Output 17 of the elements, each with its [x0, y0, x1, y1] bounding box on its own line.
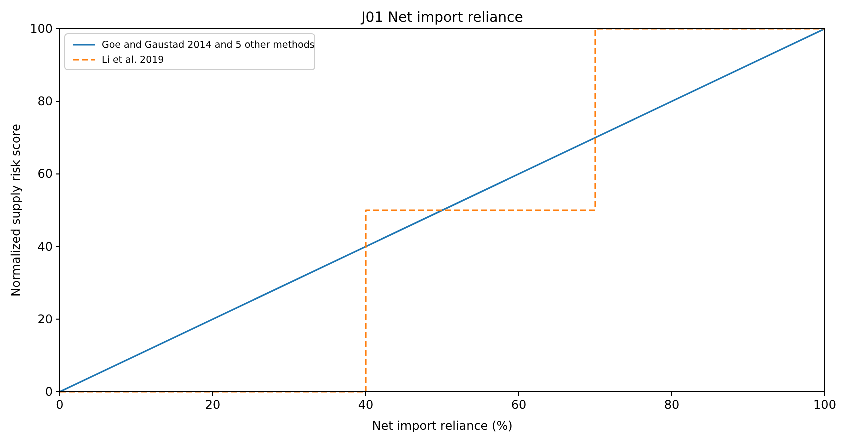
chart-title: J01 Net import reliance — [360, 10, 524, 26]
x-tick-label: 80 — [664, 398, 680, 412]
y-tick-label: 20 — [38, 312, 53, 326]
y-tick-label: 80 — [38, 94, 53, 109]
x-tick-label: 100 — [814, 398, 836, 412]
x-axis-title: Net import reliance (%) — [372, 419, 513, 433]
x-tick-label: 40 — [358, 398, 374, 412]
y-tick-label: 40 — [38, 240, 53, 254]
y-tick-label: 60 — [38, 167, 53, 182]
legend-label: Li et al. 2019 — [102, 55, 164, 66]
y-tick-label: 100 — [30, 22, 53, 36]
x-tick-label: 60 — [511, 398, 527, 412]
legend-label: Goe and Gaustad 2014 and 5 other methods — [102, 40, 315, 51]
y-axis-title: Normalized supply risk score — [9, 124, 23, 297]
y-tick-label: 0 — [45, 385, 53, 399]
x-tick-label: 20 — [205, 398, 221, 412]
x-tick-label: 0 — [56, 398, 64, 412]
